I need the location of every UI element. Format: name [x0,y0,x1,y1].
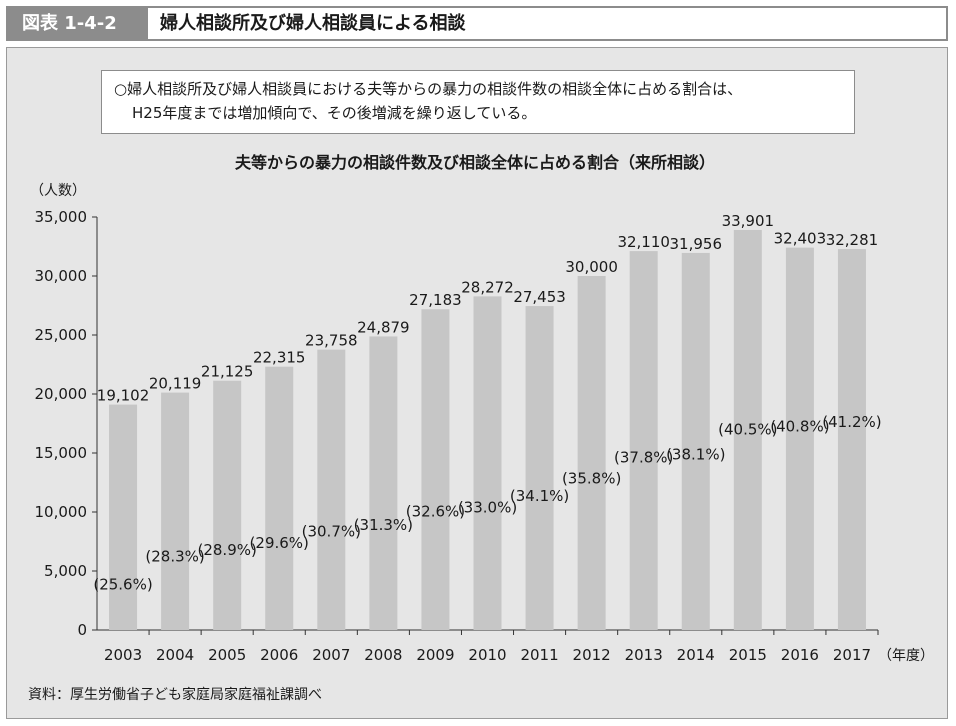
x-tick-label: 2008 [364,646,402,664]
percentage-label: (34.1%) [510,487,569,505]
percentage-label: (32.6%) [406,503,465,521]
y-tick-label: 15,000 [35,444,88,462]
y-tick-label: 30,000 [35,267,88,285]
bar [629,251,658,631]
x-tick-label: 2006 [260,646,298,664]
percentage-label: (40.8%) [770,417,829,435]
bar [733,229,762,630]
bar [369,336,398,630]
summary-line-1: ○婦人相談所及び婦人相談員における夫等からの暴力の相談件数の相談全体に占める割合… [114,80,743,98]
percentage-label: (31.3%) [354,516,413,534]
y-tick-label: 0 [77,621,87,639]
x-tick-label: 2011 [520,646,558,664]
x-axis-unit-label: （年度） [878,648,934,664]
value-label: 27,453 [513,288,566,306]
x-tick-label: 2005 [208,646,246,664]
value-label: 30,000 [565,258,618,276]
x-tick-label: 2012 [573,646,611,664]
source-note: 資料：厚生労働省子ども家庭局家庭福祉課調べ [28,687,322,703]
bar [161,392,190,630]
figure-title: 婦人相談所及び婦人相談員による相談 [160,13,466,34]
percentage-label: (30.7%) [302,522,361,540]
bar [525,306,554,630]
value-label: 31,956 [670,235,723,253]
value-label: 24,879 [357,318,410,336]
percentage-label: (25.6%) [93,575,152,593]
x-tick-label: 2014 [677,646,715,664]
bar [785,247,814,631]
x-tick-label: 2004 [156,646,194,664]
value-label: 20,119 [149,375,202,393]
y-tick-label: 35,000 [35,208,88,226]
value-label: 23,758 [305,332,358,350]
x-tick-label: 2007 [312,646,350,664]
percentage-label: (37.8%) [614,449,673,467]
percentage-label: (28.9%) [197,541,256,559]
percentage-label: (40.5%) [718,420,777,438]
value-label: 28,272 [461,278,514,296]
percentage-label: (41.2%) [822,413,881,431]
figure-number: 図表 1-4-2 [8,8,148,39]
percentage-label: (33.0%) [458,498,517,516]
bar [109,404,138,630]
x-tick-label: 2013 [625,646,663,664]
bar [577,276,606,630]
y-tick-label: 5,000 [44,562,87,580]
value-label: 21,125 [201,363,254,381]
data-labels: 2003 19,102 (25.6%) 2004 20,119 (28.3%) 2005 21… [93,212,881,664]
bars [109,229,866,631]
x-tick-label: 2017 [833,646,871,664]
x-tick-label: 2009 [416,646,454,664]
x-tick-label: 2010 [468,646,506,664]
chart-title: 夫等からの暴力の相談件数及び相談全体に占める割合（来所相談） [235,153,715,172]
bar [473,296,502,630]
value-label: 22,315 [253,349,306,367]
percentage-label: (28.3%) [145,547,204,565]
figure-header: 図表 1-4-2 婦人相談所及び婦人相談員による相談 [6,6,948,41]
percentage-label: (29.6%) [250,534,309,552]
y-axis-label: （人数） [30,183,86,199]
bar [317,349,346,630]
summary-line-2: H25年度までは増加傾向で、その後増減を繰り返している。 [132,104,537,122]
y-tick-label: 20,000 [35,385,88,403]
bar [681,252,710,631]
value-label: 19,102 [97,387,150,405]
summary-box: ○婦人相談所及び婦人相談員における夫等からの暴力の相談件数の相談全体に占める割合… [101,70,855,134]
value-label: 32,110 [617,233,670,251]
bar [421,309,450,630]
percentage-label: (35.8%) [562,469,621,487]
y-tick-label: 10,000 [35,503,88,521]
y-tick-label: 25,000 [35,326,88,344]
x-tick-label: 2003 [104,646,142,664]
bar [265,366,294,630]
bar [837,249,866,630]
x-tick-label: 2016 [781,646,819,664]
value-label: 32,281 [826,231,879,249]
percentage-label: (38.1%) [666,445,725,463]
bar [213,380,242,630]
value-label: 32,403 [774,230,827,248]
x-tick-label: 2015 [729,646,767,664]
value-label: 33,901 [722,212,775,230]
value-label: 27,183 [409,291,462,309]
